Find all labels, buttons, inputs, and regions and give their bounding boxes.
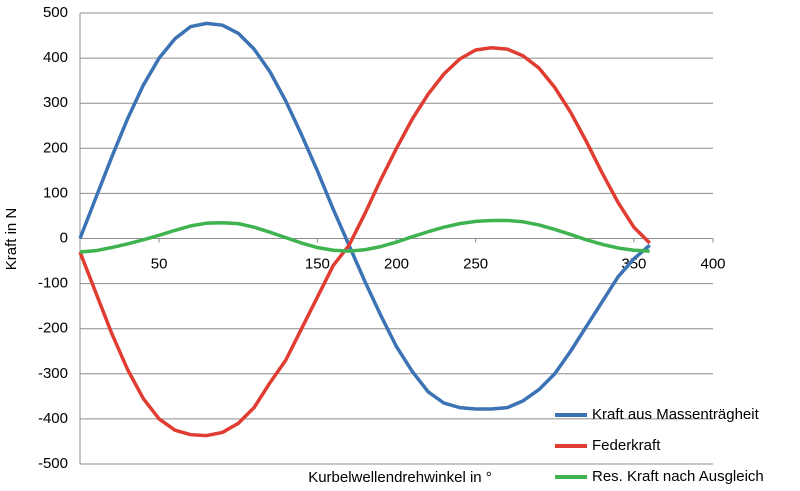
series-line	[78, 45, 651, 438]
x-tick-label: 200	[384, 255, 409, 272]
y-tick-label: 200	[43, 139, 68, 156]
x-tick-label: 400	[700, 255, 725, 272]
legend-label: Kraft aus Massenträgheit	[592, 406, 760, 423]
y-tick-label: 400	[43, 49, 68, 66]
y-tick-label: 0	[60, 229, 68, 246]
legend-label: Federkraft	[592, 437, 661, 454]
y-axis-title: Kraft in N	[3, 208, 20, 271]
y-tick-label: -500	[38, 455, 68, 472]
y-tick-label: 300	[43, 94, 68, 111]
x-axis-title: Kurbelwellendrehwinkel in °	[308, 469, 492, 486]
y-tick-label: -400	[38, 410, 68, 427]
x-tick-label: 250	[463, 255, 488, 272]
x-tick-label: 150	[305, 255, 330, 272]
series-line	[79, 218, 650, 254]
x-tick-label: 50	[151, 255, 168, 272]
series-line	[78, 21, 651, 411]
y-tick-label: 100	[43, 184, 68, 201]
y-tick-label: -300	[38, 365, 68, 382]
y-tick-label: -100	[38, 275, 68, 292]
legend-label: Res. Kraft nach Ausgleich	[592, 468, 764, 485]
y-tick-label: -200	[38, 320, 68, 337]
y-tick-label: 500	[43, 4, 68, 21]
